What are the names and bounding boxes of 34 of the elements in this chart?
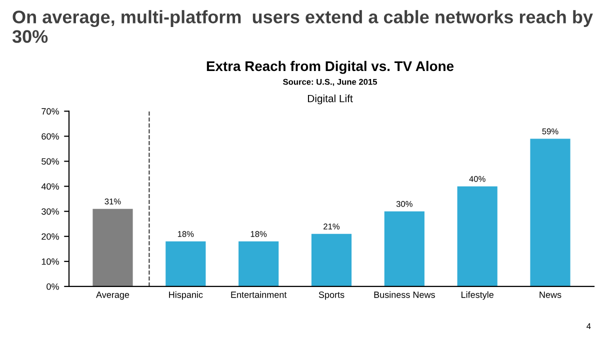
y-tick-label: 40%	[41, 183, 59, 190]
chart-subtitle: Extra Reach from Digital vs. TV Alone	[206, 60, 454, 74]
y-tick-label: 70%	[42, 108, 59, 115]
y-tick-label: 0%	[46, 283, 59, 290]
x-tick-label: News	[540, 292, 562, 298]
bar	[92, 208, 133, 286]
bar	[238, 241, 279, 286]
x-tick-label: Lifestyle	[462, 291, 494, 300]
data-label: 21%	[324, 224, 340, 230]
bar	[311, 234, 352, 286]
data-label: 59%	[542, 128, 558, 134]
text: 4	[586, 323, 591, 330]
x-tick-label: Hispanic	[169, 291, 203, 300]
bar	[166, 241, 206, 286]
x-tick-label: Entertainment	[231, 291, 287, 298]
y-tick-label: 30%	[42, 208, 59, 215]
data-label: 30%	[396, 201, 412, 207]
y-tick-label: 50%	[42, 158, 59, 165]
x-tick-label: Average	[96, 292, 130, 300]
bar	[384, 211, 424, 286]
data-label: 40%	[469, 176, 486, 182]
x-tick-label: Sports	[318, 292, 344, 300]
y-tick-label: 10%	[42, 258, 59, 265]
x-tick-label: Business News	[374, 291, 435, 298]
data-label: 18%	[250, 231, 267, 237]
y-tick-label: 60%	[42, 133, 59, 140]
data-label: 18%	[178, 231, 194, 237]
text: Digital Lift	[308, 94, 353, 104]
source-note: Source: U.S., June 2015	[283, 78, 378, 86]
bar	[457, 186, 498, 286]
y-tick-label: 20%	[42, 233, 59, 240]
bar	[530, 138, 570, 286]
chart-title: On average, multi-platform users extend a cable networks reach by 30%	[12, 10, 593, 43]
data-label: 31%	[104, 198, 121, 204]
